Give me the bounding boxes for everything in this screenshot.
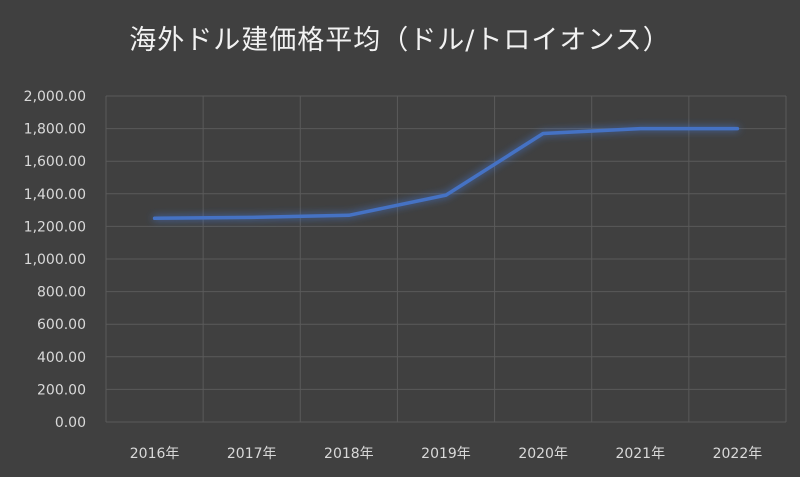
y-tick-label: 0.00 <box>55 415 86 431</box>
x-tick-label: 2017年 <box>227 446 277 462</box>
y-tick-label: 1,400.00 <box>24 187 86 203</box>
y-tick-label: 600.00 <box>37 317 86 333</box>
data-point <box>251 216 253 218</box>
series-line <box>152 126 740 221</box>
data-point <box>736 128 738 130</box>
data-point <box>348 214 350 216</box>
y-axis-ticks: 0.00 200.00 400.00 600.00 800.00 1,000.00 1,20… <box>24 89 86 431</box>
series-layer <box>152 126 740 221</box>
data-point <box>445 194 447 196</box>
y-tick-label: 2,000.00 <box>24 89 86 105</box>
x-tick-label: 2021年 <box>615 446 665 462</box>
x-axis-ticks: 2016年 2017年 2018年 2019年 2020年 2021年 2022年 <box>130 446 762 462</box>
x-tick-label: 2020年 <box>518 446 568 462</box>
x-tick-label: 2016年 <box>130 446 180 462</box>
y-tick-label: 1,600.00 <box>24 154 86 170</box>
y-tick-label: 800.00 <box>37 285 86 301</box>
x-tick-label: 2019年 <box>421 446 471 462</box>
data-point <box>639 128 641 130</box>
x-tick-label: 2018年 <box>324 446 374 462</box>
data-point <box>542 132 544 134</box>
x-tick-label: 2022年 <box>713 446 763 462</box>
data-point <box>154 217 156 219</box>
y-tick-label: 1,800.00 <box>24 122 86 138</box>
y-tick-label: 1,000.00 <box>24 252 86 268</box>
chart-title: 海外ドル建価格平均（ドル/トロイオンス） <box>129 25 671 56</box>
y-tick-label: 400.00 <box>37 350 86 366</box>
y-tick-label: 200.00 <box>37 382 86 398</box>
y-tick-label: 1,200.00 <box>24 219 86 235</box>
grid-layer <box>105 95 787 423</box>
